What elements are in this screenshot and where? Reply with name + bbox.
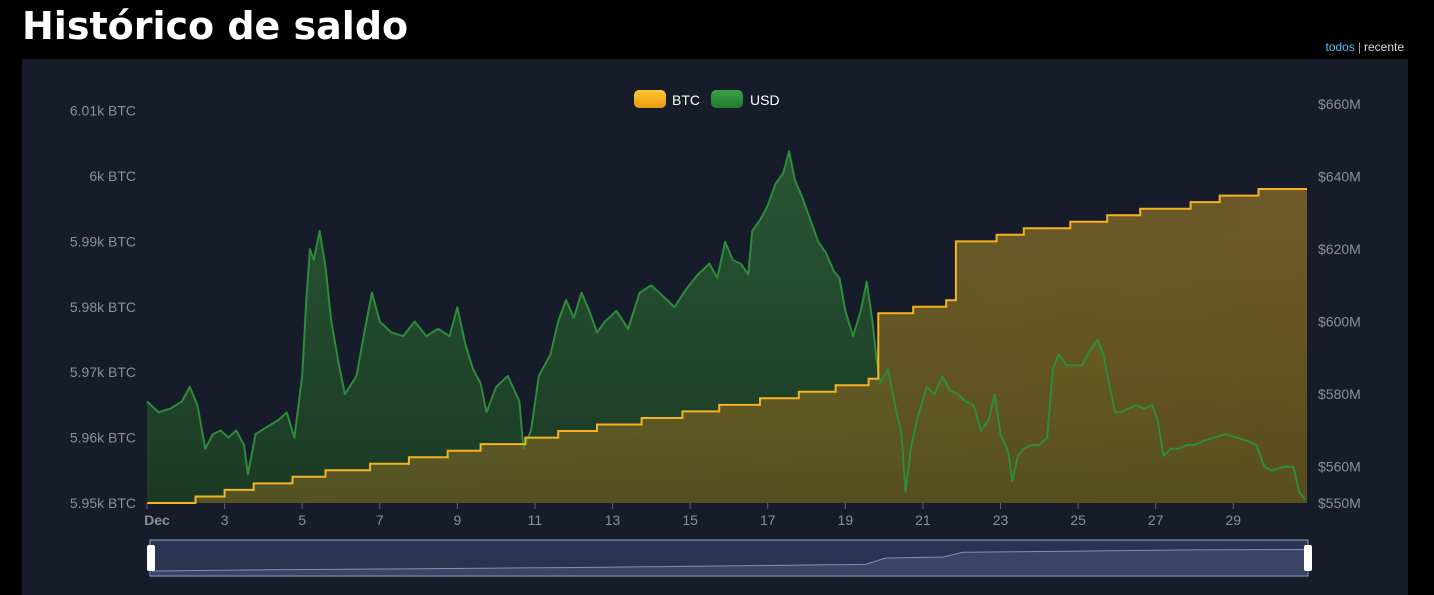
navigator-handle-left[interactable] [147, 545, 155, 571]
navigator-line [151, 549, 1307, 572]
x-axis: Dec 3 5 7 9 11 13 15 17 19 21 23 25 27 29 [144, 503, 1241, 528]
legend-item-btc[interactable]: BTC [634, 90, 700, 108]
legend-item-usd[interactable]: USD [711, 90, 780, 108]
y-right-tick-label: $620M [1318, 241, 1361, 257]
legend-swatch-btc [634, 90, 666, 108]
range-all-link[interactable]: todos [1325, 40, 1355, 54]
y-axis-right: $550M $560M $580M $600M $620M $640M $660M [1318, 96, 1361, 511]
x-tick-label: 13 [605, 512, 621, 528]
y-left-tick-label: 5.98k BTC [70, 299, 136, 315]
y-left-tick-label: 5.99k BTC [70, 233, 136, 249]
x-tick-label: 15 [682, 512, 698, 528]
x-tick-label: 9 [453, 512, 461, 528]
usd-area-fill [147, 151, 1306, 503]
range-links: todos | recente [1325, 40, 1404, 54]
legend-label-usd: USD [750, 92, 780, 108]
balance-chart[interactable]: 5.95k BTC 5.96k BTC 5.97k BTC 5.98k BTC 5.99… [22, 59, 1408, 595]
legend-label-btc: BTC [672, 92, 700, 108]
x-tick-label: 11 [528, 512, 543, 528]
range-recent-link[interactable]: recente [1363, 40, 1404, 54]
x-tick-label: 19 [838, 512, 854, 528]
y-left-tick-label: 5.95k BTC [70, 495, 136, 511]
y-left-tick-label: 5.97k BTC [70, 364, 136, 380]
legend-swatch-usd [711, 90, 743, 108]
navigator[interactable] [147, 539, 1312, 577]
x-tick-label: 21 [915, 512, 931, 528]
usd-area [147, 151, 1306, 503]
x-tick-label: 3 [221, 512, 229, 528]
x-tick-label: 23 [993, 512, 1009, 528]
y-left-tick-label: 6k BTC [89, 168, 136, 184]
x-tick-label: 5 [298, 512, 306, 528]
x-tick-label: 7 [376, 512, 384, 528]
y-right-tick-label: $600M [1318, 314, 1361, 330]
y-left-tick-label: 5.96k BTC [70, 430, 136, 446]
btc-area-shade [147, 189, 1307, 503]
usd-series-line [146, 150, 1306, 501]
btc-series-line [147, 188, 1307, 504]
usd-line [146, 150, 1306, 501]
y-axis-left: 5.95k BTC 5.96k BTC 5.97k BTC 5.98k BTC 5.99… [70, 103, 136, 511]
chart-panel: 5.95k BTC 5.96k BTC 5.97k BTC 5.98k BTC 5.99… [22, 59, 1408, 595]
range-separator: | [1357, 40, 1361, 54]
btc-area [147, 189, 1307, 503]
y-right-tick-label: $550M [1318, 495, 1361, 511]
y-right-tick-label: $660M [1318, 96, 1361, 112]
x-tick-label: 27 [1148, 512, 1164, 528]
x-tick-label: 29 [1225, 512, 1241, 528]
y-right-tick-label: $560M [1318, 459, 1361, 475]
page-title: Histórico de saldo [22, 4, 409, 48]
x-tick-label: Dec [144, 512, 170, 528]
legend: BTC USD [634, 90, 780, 108]
y-right-tick-label: $640M [1318, 169, 1361, 185]
btc-line [147, 188, 1307, 504]
navigator-handle-right[interactable] [1304, 545, 1312, 571]
y-right-tick-label: $580M [1318, 386, 1361, 402]
y-left-tick-label: 6.01k BTC [70, 103, 136, 119]
x-tick-label: 17 [760, 512, 776, 528]
x-tick-label: 25 [1070, 512, 1086, 528]
navigator-area [151, 549, 1307, 575]
